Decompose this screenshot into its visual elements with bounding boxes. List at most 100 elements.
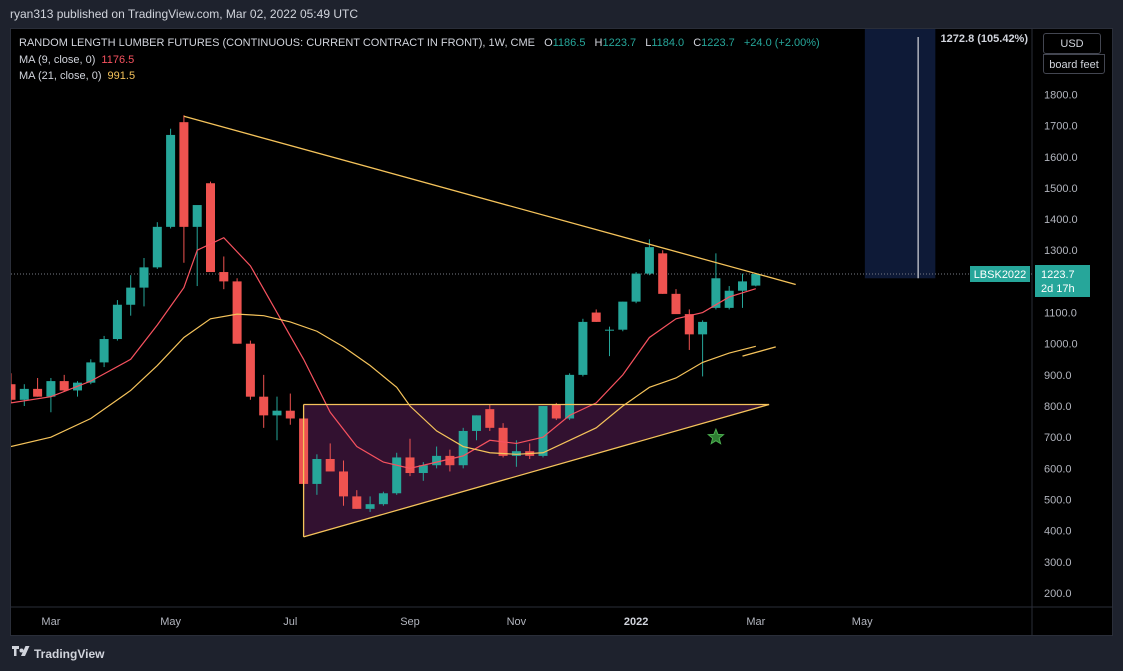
x-tick-label: Mar xyxy=(41,616,60,628)
ma21-legend[interactable]: MA (21, close, 0) 991.5 xyxy=(19,70,135,82)
ma21-value: 991.5 xyxy=(107,70,136,82)
candle-body[interactable] xyxy=(751,274,761,286)
y-tick-label: 400.0 xyxy=(1044,526,1072,538)
candle-body[interactable] xyxy=(166,134,176,227)
candle-body[interactable] xyxy=(152,226,162,268)
candle-body[interactable] xyxy=(352,496,362,509)
candle-body[interactable] xyxy=(631,273,641,302)
candle-body[interactable] xyxy=(99,339,109,363)
candle-body[interactable] xyxy=(658,253,668,294)
y-tick-label: 1300.0 xyxy=(1044,245,1078,257)
currency-button[interactable]: USD xyxy=(1043,33,1101,54)
y-tick-label: 600.0 xyxy=(1044,463,1072,475)
candle-body[interactable] xyxy=(339,471,348,497)
candle-body[interactable] xyxy=(724,290,734,308)
candle-body[interactable] xyxy=(11,384,16,400)
close-value: 1223.7 xyxy=(701,37,735,49)
forecast-label-box xyxy=(937,30,1031,46)
x-tick-label: Mar xyxy=(746,616,765,628)
ma21-line[interactable] xyxy=(11,313,756,455)
ma21-projection-line[interactable] xyxy=(742,346,776,357)
forecast-box[interactable] xyxy=(864,29,936,279)
high-value: 1223.7 xyxy=(602,37,637,49)
candle-body[interactable] xyxy=(392,457,402,494)
candle-body[interactable] xyxy=(219,272,229,282)
candle-body[interactable] xyxy=(179,122,189,227)
candle-body[interactable] xyxy=(684,314,694,335)
symbol-tag[interactable] xyxy=(970,266,1030,283)
triangle-pattern[interactable] xyxy=(303,404,770,537)
y-tick-label: 1600.0 xyxy=(1044,152,1078,164)
candle-body[interactable] xyxy=(551,404,561,419)
price-tag-value: 1223.7 xyxy=(1041,269,1075,281)
candle-body[interactable] xyxy=(112,304,122,340)
ma9-label: MA (9, close, 0) xyxy=(19,54,96,66)
descending-trendline[interactable] xyxy=(183,115,796,286)
chart-background xyxy=(11,29,1112,635)
x-tick-label: Jul xyxy=(283,616,297,628)
candle-body[interactable] xyxy=(33,388,43,397)
candle-body[interactable] xyxy=(192,205,202,227)
candle-body[interactable] xyxy=(46,381,56,397)
y-tick-label: 1000.0 xyxy=(1044,339,1078,351)
candle-body[interactable] xyxy=(126,287,136,305)
candle-body[interactable] xyxy=(312,458,322,484)
change-value: +24.0 (+2.00%) xyxy=(743,37,820,49)
y-tick-label: 300.0 xyxy=(1044,557,1072,569)
chart-panel[interactable]: 1900.01800.01700.01600.01500.01400.01300… xyxy=(10,28,1113,636)
y-tick-label: 1100.0 xyxy=(1044,308,1077,320)
price-tag[interactable] xyxy=(1035,265,1090,298)
candle-body[interactable] xyxy=(139,267,149,288)
candle-body[interactable] xyxy=(272,410,282,416)
candle-body[interactable] xyxy=(711,278,721,308)
y-tick-label: 500.0 xyxy=(1044,495,1072,507)
candle-body[interactable] xyxy=(605,329,614,331)
ma9-legend[interactable]: MA (9, close, 0) 1176.5 xyxy=(19,54,134,66)
candle-body[interactable] xyxy=(206,183,215,273)
candle-body[interactable] xyxy=(591,312,601,322)
unit-button[interactable]: board feet xyxy=(1043,54,1105,74)
candle-body[interactable] xyxy=(458,430,468,466)
candle-body[interactable] xyxy=(59,381,69,391)
candle-body[interactable] xyxy=(285,410,295,419)
y-tick-label: 1400.0 xyxy=(1044,214,1078,226)
candle-body[interactable] xyxy=(618,301,628,330)
ascending-trendline[interactable] xyxy=(303,403,770,538)
candle-body[interactable] xyxy=(405,457,415,474)
candle-body[interactable] xyxy=(445,455,455,466)
candle-body[interactable] xyxy=(232,281,242,344)
candle-body[interactable] xyxy=(511,451,521,456)
y-tick-label: 1700.0 xyxy=(1044,121,1078,133)
low-value: 1184.0 xyxy=(651,37,685,49)
candle-body[interactable] xyxy=(259,396,269,416)
candle-body[interactable] xyxy=(378,493,388,505)
candle-body[interactable] xyxy=(365,504,375,509)
price-chart[interactable]: 1900.01800.01700.01600.01500.01400.01300… xyxy=(11,29,1113,636)
forecast-label: 1272.8 (105.42%) xyxy=(941,33,1029,45)
candle-body[interactable] xyxy=(671,293,681,315)
candle-body[interactable] xyxy=(565,374,575,419)
candle-body[interactable] xyxy=(325,458,335,472)
candle-body[interactable] xyxy=(538,406,548,456)
candle-body[interactable] xyxy=(19,388,29,400)
candle-body[interactable] xyxy=(738,281,747,291)
candle-body[interactable] xyxy=(578,321,588,375)
candle-body[interactable] xyxy=(418,465,428,474)
candle-body[interactable] xyxy=(472,415,481,431)
x-tick-label: 2022 xyxy=(624,616,648,628)
price-tag-countdown: 2d 17h xyxy=(1041,283,1075,295)
symbol-legend: RANDOM LENGTH LUMBER FUTURES (CONTINUOUS… xyxy=(19,37,820,49)
candle-body[interactable] xyxy=(644,247,654,274)
candle-body[interactable] xyxy=(698,321,708,335)
candle-body[interactable] xyxy=(432,455,442,466)
symbol-name: RANDOM LENGTH LUMBER FUTURES (CONTINUOUS… xyxy=(19,37,535,49)
footer: TradingView xyxy=(0,636,1123,671)
publisher-info: ryan313 published on TradingView.com, Ma… xyxy=(10,7,358,21)
star-icon[interactable] xyxy=(707,427,725,445)
tradingview-brand: TradingView xyxy=(34,647,105,661)
candle-body[interactable] xyxy=(86,362,96,383)
candle-body[interactable] xyxy=(485,409,495,428)
candle-body[interactable] xyxy=(245,343,255,397)
ma9-line[interactable] xyxy=(11,237,756,469)
y-tick-label: 800.0 xyxy=(1044,401,1072,413)
